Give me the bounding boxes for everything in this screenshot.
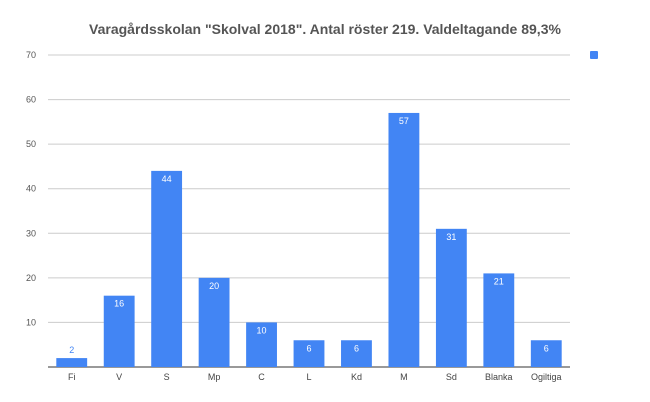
y-axis: 10 20 30 40 50 60 70: [26, 50, 36, 327]
data-label: 6: [354, 343, 359, 353]
x-tick-label: Blanka: [485, 372, 513, 382]
data-label: 6: [306, 343, 311, 353]
bar-l: [293, 340, 325, 367]
x-tick-label: M: [400, 372, 408, 382]
data-label: 10: [257, 325, 267, 335]
y-tick-label: 40: [26, 184, 36, 194]
y-tick-label: 60: [26, 95, 36, 105]
gridlines: [48, 54, 570, 368]
bar-mp: [198, 277, 230, 367]
bar-blanka: [483, 273, 515, 367]
x-tick-label: C: [258, 372, 265, 382]
x-tick-label: Ogiltiga: [531, 372, 562, 382]
x-tick-label: Sd: [446, 372, 457, 382]
x-tick-label: Mp: [208, 372, 221, 382]
data-label: 2: [69, 345, 74, 355]
x-tick-label: L: [306, 372, 311, 382]
data-label: 44: [162, 174, 172, 184]
bar-sd: [435, 228, 467, 367]
data-label: 6: [544, 343, 549, 353]
x-tick-label: S: [164, 372, 170, 382]
y-tick-label: 70: [26, 50, 36, 60]
bar-kd: [341, 340, 372, 367]
x-tick-label: V: [116, 372, 122, 382]
bar-s: [151, 170, 183, 367]
y-tick-label: 30: [26, 228, 36, 238]
y-tick-label: 20: [26, 273, 36, 283]
bar-v: [103, 295, 135, 367]
y-tick-label: 10: [26, 317, 36, 327]
data-label: 16: [114, 299, 124, 309]
bar-c: [246, 322, 277, 367]
x-tick-label: Kd: [351, 372, 362, 382]
x-axis: Fi V S Mp C L Kd M Sd Blanka Ogiltiga: [68, 372, 562, 382]
data-label: 20: [209, 281, 219, 291]
data-label: 57: [399, 116, 409, 126]
chart-title: Varagårdsskolan "Skolval 2018". Antal rö…: [89, 21, 561, 37]
bar-m: [388, 112, 420, 367]
data-label: 31: [446, 232, 456, 242]
legend-swatch: [590, 51, 598, 59]
x-tick-label: Fi: [68, 372, 76, 382]
bar-fi: [56, 358, 88, 367]
bar-ogiltiga: [530, 340, 562, 367]
y-tick-label: 50: [26, 139, 36, 149]
data-label: 21: [494, 276, 504, 286]
